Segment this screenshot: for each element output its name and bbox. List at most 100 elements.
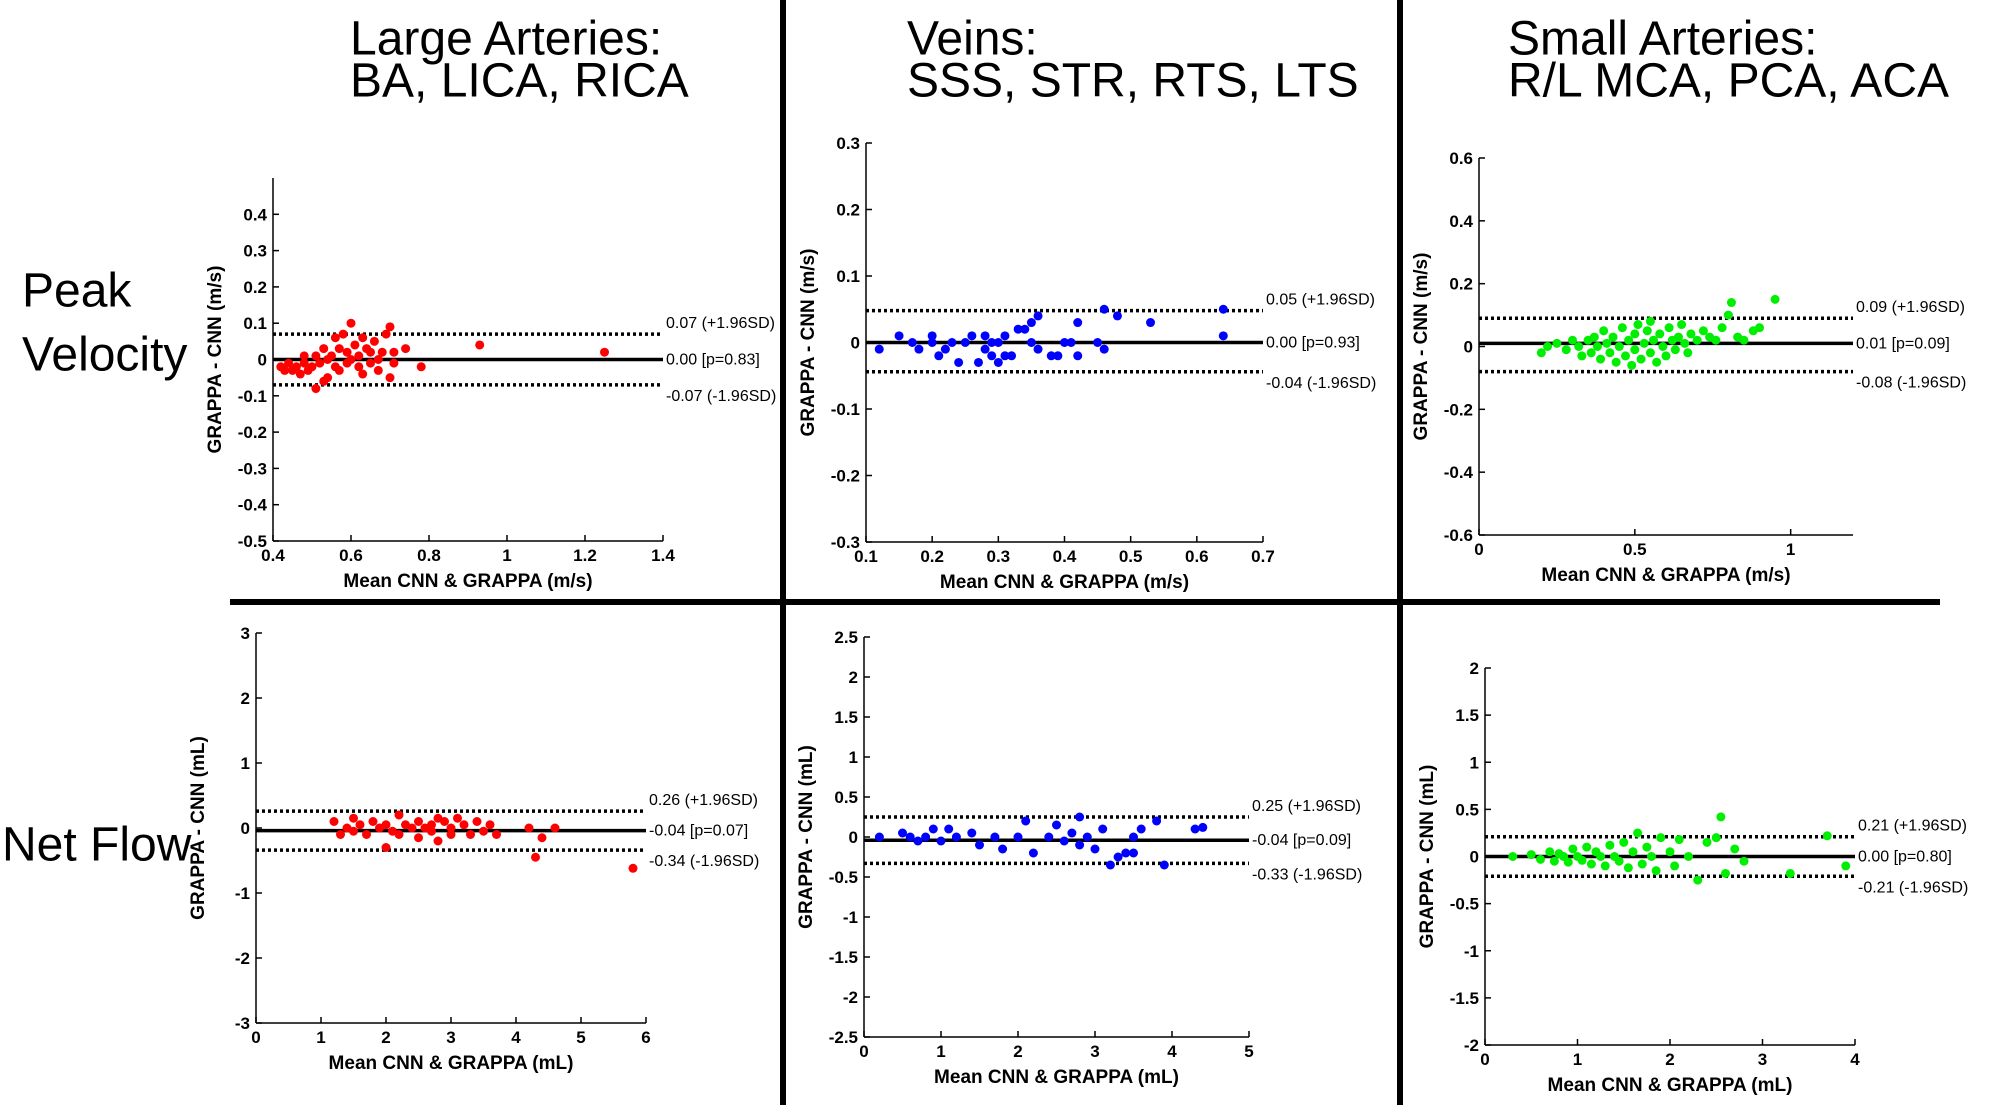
small-arteries-peak-velocity-data-point [1755, 323, 1764, 333]
veins-net-flow-x-tick-label: 5 [1244, 1042, 1253, 1061]
large-arteries-net-flow-y-tick-label: 0 [241, 819, 250, 838]
small-arteries-net-flow-y-tick-label: 2 [1470, 659, 1479, 678]
large-arteries-peak-velocity-y-tick-label: -0.3 [238, 459, 267, 478]
small-arteries-peak-velocity-data-point [1739, 335, 1749, 345]
small-arteries-net-flow-data-point [1711, 833, 1721, 843]
small-arteries-peak-velocity-data-point [1698, 326, 1708, 336]
small-arteries-net-flow-data-point [1596, 852, 1606, 861]
large-arteries-peak-velocity-y-tick-label: 0.3 [243, 242, 267, 261]
large-arteries-net-flow-x-tick-label: 3 [446, 1028, 455, 1047]
small-arteries-net-flow-data-point [1637, 859, 1647, 869]
veins-net-flow-data-point [998, 844, 1008, 854]
veins-peak-velocity-x-tick-label: 0.2 [920, 547, 944, 566]
large-arteries-net-flow-y-tick-label: 1 [241, 754, 250, 773]
veins-net-flow-y-tick-label: 2 [849, 668, 858, 687]
veins-peak-velocity-data-point [1046, 351, 1056, 361]
large-arteries-peak-velocity-data-point [354, 362, 364, 372]
small-arteries-peak-velocity-data-point [1770, 294, 1780, 304]
large-arteries-peak-velocity-y-tick-label: 0.1 [243, 314, 267, 333]
large-arteries-net-flow-data-point [381, 843, 391, 852]
small-arteries-peak-velocity-data-point [1620, 351, 1630, 361]
small-arteries-net-flow-y-tick-label: 1 [1470, 753, 1479, 772]
large-arteries-peak-velocity-data-point [315, 358, 325, 368]
small-arteries-peak-velocity-x-tick-label: 1 [1786, 540, 1795, 559]
veins-net-flow-data-point [1082, 832, 1092, 842]
small-arteries-peak-velocity-data-point [1717, 323, 1727, 333]
large-arteries-net-flow-x-tick-label: 4 [511, 1028, 521, 1047]
small-arteries-peak-velocity-data-point [1605, 348, 1615, 358]
large-arteries-net-flow-mean-label: -0.04 [p=0.07] [649, 823, 748, 840]
small-arteries-peak-velocity-data-point [1692, 335, 1702, 345]
small-arteries-peak-velocity-data-point [1655, 329, 1665, 339]
large-arteries-peak-velocity-x-tick-label: 0.8 [417, 546, 441, 565]
small-arteries-net-flow-data-point [1670, 861, 1680, 871]
small-arteries-net-flow-data-point [1600, 861, 1610, 871]
small-arteries-peak-velocity-y-tick-label: 0.4 [1449, 212, 1473, 231]
small-arteries-net-flow-data-point [1841, 861, 1851, 871]
small-arteries-peak-velocity-data-point [1683, 348, 1693, 358]
small-arteries-net-flow-data-point [1730, 844, 1740, 854]
large-arteries-peak-velocity-data-point [366, 358, 375, 368]
column-title-veins-line1: Veins: [907, 13, 1038, 66]
small-arteries-net-flow-data-point [1582, 842, 1592, 852]
veins-peak-velocity-data-point [1218, 304, 1228, 314]
veins-peak-velocity-data-point [1000, 351, 1010, 361]
veins-peak-velocity-mean-label: 0.00 [p=0.93] [1266, 335, 1360, 352]
small-arteries-net-flow-y-tick-label: -2 [1464, 1036, 1479, 1055]
large-arteries-net-flow-data-point [336, 830, 345, 839]
veins-net-flow-data-point [1075, 840, 1085, 850]
large-arteries-peak-velocity-data-point [311, 351, 321, 361]
small-arteries-peak-velocity-data-point [1617, 323, 1627, 333]
large-arteries-peak-velocity-y-tick-label: 0 [258, 351, 267, 370]
veins-net-flow-data-point [1190, 824, 1200, 834]
small-arteries-net-flow-lower-limit-label: -0.21 (-1.96SD) [1858, 879, 1968, 896]
veins-peak-velocity-data-point [1000, 331, 1010, 341]
small-arteries-peak-velocity-data-point [1645, 348, 1655, 358]
veins-peak-velocity-data-point [987, 351, 997, 361]
small-arteries-peak-velocity-y-tick-label: -0.2 [1444, 400, 1473, 419]
large-arteries-net-flow-data-point [524, 823, 534, 833]
large-arteries-peak-velocity-data-point [373, 365, 383, 375]
large-arteries-net-flow-data-point [433, 836, 443, 846]
veins-net-flow-data-point [1198, 822, 1208, 832]
large-arteries-net-flow-data-point [427, 826, 436, 836]
veins-net-flow-data-point [898, 828, 907, 838]
large-arteries-peak-velocity-data-point [334, 365, 344, 375]
veins-net-flow-x-tick-label: 1 [936, 1042, 945, 1061]
small-arteries-peak-velocity-y-tick-label: 0.2 [1449, 275, 1473, 294]
veins-peak-velocity-y-tick-label: 0.1 [836, 267, 860, 286]
small-arteries-peak-velocity-y-tick-label: -0.4 [1444, 463, 1474, 482]
large-arteries-peak-velocity-data-point [366, 347, 375, 357]
small-arteries-peak-velocity-x-tick-label: 0 [1474, 540, 1483, 559]
veins-peak-velocity-data-point [894, 331, 904, 341]
small-arteries-net-flow-data-point [1633, 828, 1643, 838]
panel-large-arteries-net-flow: 0 1 2 3 4 5 6 -3 -2 -1 0 1 2 3 Mean CNN & GRAPPA (mL) G… [188, 624, 759, 1074]
veins-peak-velocity-data-point [1026, 318, 1036, 328]
small-arteries-net-flow-data-point [1536, 854, 1545, 864]
small-arteries-net-flow-x-tick-label: 0 [1480, 1050, 1489, 1069]
large-arteries-net-flow-x-tick-label: 2 [381, 1028, 390, 1047]
veins-peak-velocity-x-tick-label: 0.4 [1053, 547, 1077, 566]
veins-net-flow-y-tick-label: -2 [843, 988, 858, 1007]
large-arteries-peak-velocity-data-point [311, 384, 321, 394]
small-arteries-peak-velocity-y-tick-label: -0.6 [1444, 526, 1473, 545]
large-arteries-peak-velocity-data-point [385, 373, 395, 383]
small-arteries-net-flow-x-tick-label: 2 [1665, 1050, 1674, 1069]
small-arteries-net-flow-data-point [1674, 835, 1684, 845]
veins-peak-velocity-data-point [1033, 311, 1043, 321]
small-arteries-net-flow-data-point [1693, 875, 1703, 885]
large-arteries-net-flow-data-point [466, 830, 475, 839]
veins-peak-velocity-data-point [940, 344, 950, 354]
large-arteries-net-flow-x-tick-label: 0 [251, 1028, 260, 1047]
large-arteries-peak-velocity-x-axis-label: Mean CNN & GRAPPA (m/s) [343, 571, 592, 592]
veins-peak-velocity-data-point [960, 338, 970, 347]
large-arteries-peak-velocity-y-tick-label: -0.1 [238, 387, 267, 406]
row-title-peak-velocity-line1: Peak [22, 265, 132, 318]
large-arteries-peak-velocity-data-point [389, 358, 399, 368]
veins-peak-velocity-data-point [1218, 331, 1228, 341]
large-arteries-peak-velocity-data-point [475, 340, 485, 350]
small-arteries-net-flow-data-point [1642, 842, 1652, 852]
large-arteries-peak-velocity-data-point [346, 355, 356, 364]
veins-peak-velocity-y-tick-label: -0.1 [831, 400, 860, 419]
small-arteries-peak-velocity-data-point [1568, 335, 1577, 345]
